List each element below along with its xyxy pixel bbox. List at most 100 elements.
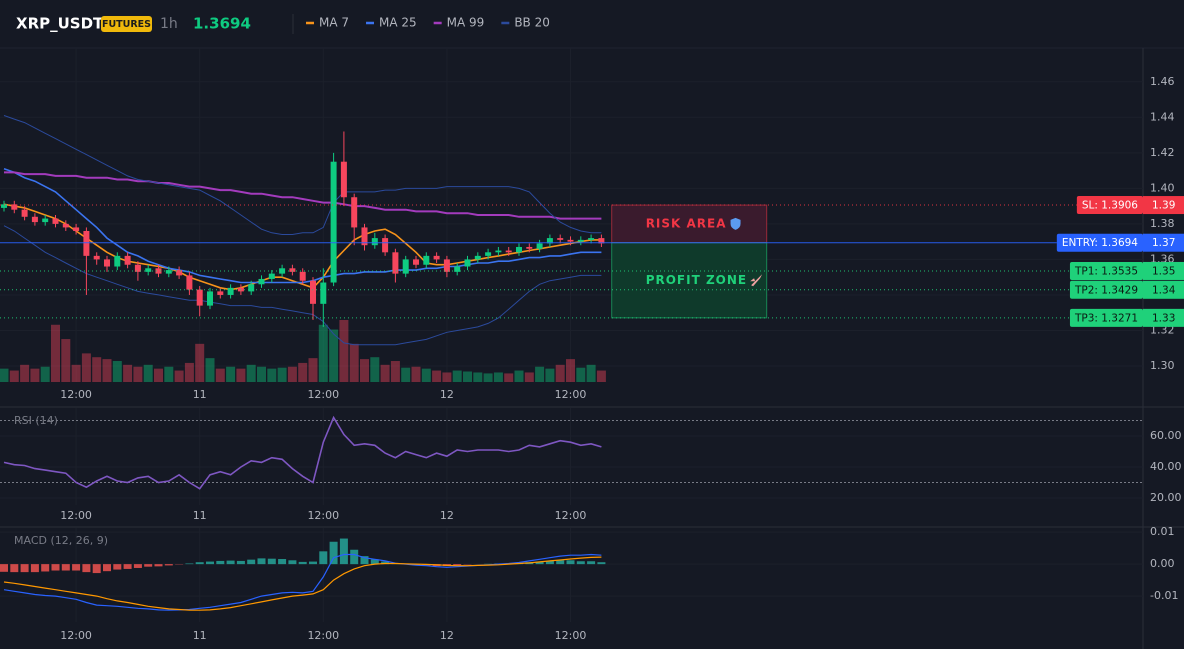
volume-bar — [308, 358, 318, 382]
volume-bar — [102, 359, 112, 382]
volume-bar — [452, 370, 462, 382]
macd-histogram — [267, 558, 276, 565]
macd-histogram — [236, 560, 245, 565]
y-tick-label: 0.00 — [1150, 557, 1175, 570]
macd-histogram — [278, 559, 287, 565]
macd-histogram — [329, 541, 338, 565]
macd-histogram — [185, 563, 194, 565]
candle-body — [402, 259, 409, 274]
candle-body — [423, 255, 430, 265]
volume-bar — [123, 364, 133, 382]
candle-body — [392, 252, 399, 274]
interval: 1h — [160, 16, 178, 32]
candle-body — [310, 280, 316, 304]
candle-body — [145, 268, 152, 272]
candle-body — [124, 255, 131, 265]
candle-body — [557, 238, 564, 240]
macd-histogram — [103, 564, 111, 572]
legend-label: BB 20 — [514, 16, 550, 30]
candle-body — [268, 273, 275, 279]
volume-bar — [226, 366, 236, 382]
macd-histogram — [113, 564, 122, 570]
macd-histogram — [30, 564, 39, 573]
candle-body — [196, 289, 203, 306]
volume-bar — [473, 372, 483, 382]
volume-bar — [555, 364, 565, 382]
x-tick-label: 12:00 — [60, 629, 92, 642]
volume-bar — [514, 370, 524, 382]
volume-bar — [349, 343, 359, 382]
x-tick-label: 12:00 — [60, 388, 92, 401]
macd-histogram — [41, 564, 50, 572]
volume-bar — [504, 373, 514, 382]
volume-bar — [483, 373, 493, 382]
x-tick-label: 12:00 — [555, 629, 587, 642]
macd-histogram — [72, 564, 81, 571]
candle-body — [155, 268, 162, 274]
macd-histogram — [164, 564, 173, 566]
legend-label: MA 25 — [379, 16, 417, 30]
volume-bar — [257, 366, 266, 382]
pane-title: MACD (12, 26, 9) — [14, 534, 108, 547]
macd-histogram — [288, 560, 297, 565]
macd-histogram — [20, 564, 29, 573]
level-tag — [1076, 196, 1143, 215]
x-tick-label: 12 — [440, 509, 454, 522]
axis-tag — [1143, 308, 1184, 327]
volume-bar — [411, 366, 421, 382]
axis-tag — [1143, 261, 1184, 280]
volume-bar — [174, 370, 184, 382]
x-tick-label: 12:00 — [307, 388, 339, 401]
volume-bar — [421, 368, 431, 382]
macd-histogram — [535, 561, 544, 565]
candle-body — [361, 227, 368, 246]
level-tag — [1056, 233, 1143, 252]
axis-tag-label: 1.37 — [1152, 237, 1175, 249]
macd-histogram — [123, 564, 132, 569]
legend-label: MA 99 — [447, 16, 485, 30]
volume-bar — [112, 361, 122, 382]
candle-body — [474, 255, 481, 260]
axis-tag — [1143, 280, 1184, 299]
macd-histogram — [597, 562, 606, 565]
candle-body — [382, 238, 389, 253]
candle-body — [258, 278, 265, 285]
macd-histogram — [206, 561, 214, 565]
candle-body — [577, 239, 584, 242]
volume-bar — [143, 364, 153, 382]
candle-body — [31, 216, 38, 223]
candle-body — [320, 282, 327, 304]
macd-histogram — [370, 559, 379, 565]
volume-bar — [236, 368, 246, 382]
macd-histogram — [0, 564, 8, 572]
level-tag — [1069, 308, 1143, 327]
volume-bar — [493, 372, 503, 382]
candle-body — [536, 243, 543, 249]
volume-bar — [71, 364, 81, 382]
rsi-line — [3, 415, 602, 490]
volume-bar — [298, 362, 308, 382]
candle-body — [1, 204, 7, 208]
axis-tag — [1143, 196, 1184, 215]
volume-bar — [318, 324, 328, 382]
pane-title: RSI (14) — [14, 414, 58, 427]
x-tick-label: 12:00 — [307, 629, 339, 642]
volume-bar — [432, 370, 442, 382]
volume-bar — [380, 364, 390, 382]
macd-histogram — [309, 561, 317, 565]
macd-histogram — [133, 564, 142, 568]
y-tick-label: 20.00 — [1150, 491, 1182, 504]
candle-body — [52, 218, 59, 224]
badge-bg — [101, 16, 152, 32]
volume-bar — [51, 324, 60, 382]
candle-body — [207, 291, 213, 306]
shield-icon — [730, 217, 741, 230]
candle-body — [176, 270, 183, 276]
macd-histogram — [319, 551, 328, 565]
macd-line — [3, 553, 602, 611]
candle-body — [567, 239, 574, 242]
volume-bar — [133, 366, 143, 382]
candle-body — [62, 223, 69, 228]
candle-body — [114, 255, 121, 267]
